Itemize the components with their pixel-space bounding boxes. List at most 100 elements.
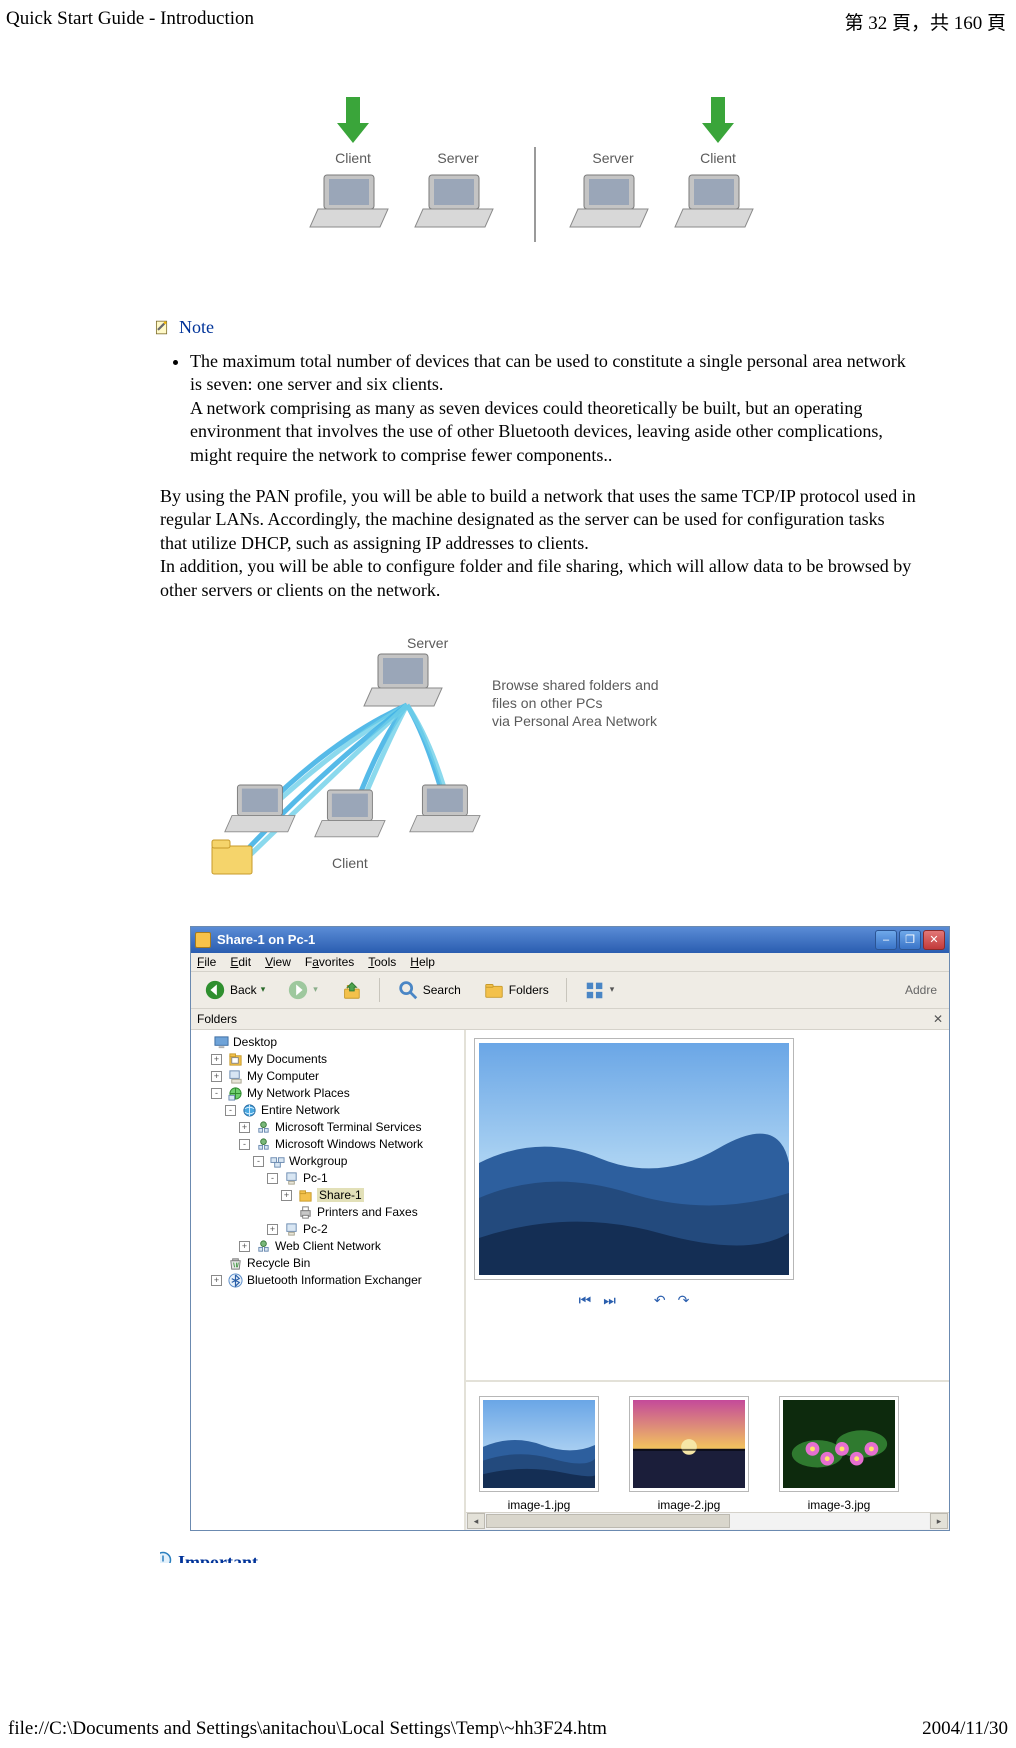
menu-edit[interactable]: Edit xyxy=(230,955,251,969)
tree-label[interactable]: Bluetooth Information Exchanger xyxy=(247,1273,422,1287)
tree-toggle-icon[interactable]: + xyxy=(281,1190,292,1201)
tree-item[interactable]: - Entire Network xyxy=(197,1102,460,1119)
preview-rotate-cw-icon[interactable]: ↷ xyxy=(678,1292,690,1309)
forward-dropdown-icon[interactable]: ▾ xyxy=(313,984,318,995)
explorer-titlebar[interactable]: Share-1 on Pc-1 – ❐ ✕ xyxy=(191,927,949,953)
globe-icon xyxy=(242,1103,257,1118)
up-icon xyxy=(340,979,362,1001)
tree-label[interactable]: Entire Network xyxy=(261,1103,340,1117)
tree-item[interactable]: Printers and Faxes xyxy=(197,1204,460,1221)
note-bullet-1: The maximum total number of devices that… xyxy=(190,351,906,394)
folders-button[interactable]: Folders xyxy=(476,976,556,1004)
tree-toggle-icon[interactable]: - xyxy=(253,1156,264,1167)
tree-label[interactable]: Microsoft Windows Network xyxy=(275,1137,423,1151)
important-icon xyxy=(160,1551,172,1563)
views-button[interactable]: ▾ xyxy=(577,976,622,1004)
tree-item[interactable]: - Workgroup xyxy=(197,1153,460,1170)
tree-label[interactable]: Pc-2 xyxy=(303,1222,328,1236)
tree-item[interactable]: - Pc-1 xyxy=(197,1170,460,1187)
svg-text:Client: Client xyxy=(332,855,368,871)
forward-button[interactable]: ▾ xyxy=(280,976,325,1004)
explorer-menubar[interactable]: File Edit View Favorites Tools Help xyxy=(191,953,949,972)
tree-item[interactable]: Recycle Bin xyxy=(197,1255,460,1272)
footer-date: 2004/11/30 xyxy=(922,1718,1008,1740)
thumb-frame xyxy=(779,1396,899,1492)
thumb-label: image-1.jpg xyxy=(508,1498,571,1512)
menu-file[interactable]: File xyxy=(197,955,216,969)
tree-item[interactable]: + Microsoft Terminal Services xyxy=(197,1119,460,1136)
close-button[interactable]: ✕ xyxy=(923,930,945,950)
folders-panel-title: Folders xyxy=(197,1012,237,1026)
pc-icon xyxy=(284,1222,299,1237)
folders-panel-close[interactable]: ✕ xyxy=(933,1012,943,1026)
tree-item[interactable]: + My Documents xyxy=(197,1051,460,1068)
tree-item[interactable]: + My Computer xyxy=(197,1068,460,1085)
svg-text:Browse shared folders and: Browse shared folders and xyxy=(492,677,659,693)
mydocs-icon xyxy=(228,1052,243,1067)
tree-label[interactable]: My Network Places xyxy=(247,1086,350,1100)
tree-toggle-icon[interactable]: - xyxy=(267,1173,278,1184)
back-dropdown-icon[interactable]: ▾ xyxy=(261,984,266,995)
thumbnail[interactable]: image-2.jpg xyxy=(624,1396,754,1512)
tree-label[interactable]: Web Client Network xyxy=(275,1239,381,1253)
printer-icon xyxy=(298,1205,313,1220)
svg-text:Server: Server xyxy=(407,635,449,651)
tree-item[interactable]: Desktop xyxy=(197,1034,460,1051)
mid-diagram-sidelabel xyxy=(110,864,198,890)
tree-item[interactable]: + Web Client Network xyxy=(197,1238,460,1255)
scroll-right-icon[interactable]: ▸ xyxy=(930,1513,948,1529)
tree-toggle-icon[interactable]: + xyxy=(211,1071,222,1082)
thumb-label: image-3.jpg xyxy=(808,1498,871,1512)
tree-toggle-icon[interactable]: - xyxy=(225,1105,236,1116)
tree-item[interactable]: - My Network Places xyxy=(197,1085,460,1102)
tree-label[interactable]: My Documents xyxy=(247,1052,327,1066)
thumbnail[interactable]: image-3.jpg xyxy=(774,1396,904,1512)
tree-label[interactable]: Printers and Faxes xyxy=(317,1205,418,1219)
netnode-icon xyxy=(256,1137,271,1152)
workgroup-icon xyxy=(270,1154,285,1169)
netnode-icon xyxy=(256,1239,271,1254)
tree-label[interactable]: Workgroup xyxy=(289,1154,347,1168)
maximize-button[interactable]: ❐ xyxy=(899,930,921,950)
tree-label[interactable]: Desktop xyxy=(233,1035,277,1049)
search-button[interactable]: Search xyxy=(390,976,468,1004)
tree-label[interactable]: Microsoft Terminal Services xyxy=(275,1120,421,1134)
menu-help[interactable]: Help xyxy=(410,955,435,969)
up-button[interactable] xyxy=(333,976,369,1004)
back-button[interactable]: Back ▾ xyxy=(197,976,272,1004)
toolbar-separator-2 xyxy=(566,978,567,1002)
tree-toggle-icon[interactable]: + xyxy=(239,1122,250,1133)
menu-view[interactable]: View xyxy=(265,955,291,969)
scroll-left-icon[interactable]: ◂ xyxy=(467,1513,485,1529)
tree-toggle-icon[interactable]: + xyxy=(267,1224,278,1235)
scroll-thumb[interactable] xyxy=(486,1514,730,1528)
tree-item[interactable]: - Microsoft Windows Network xyxy=(197,1136,460,1153)
thumbnail[interactable]: image-1.jpg xyxy=(474,1396,604,1512)
pc-icon xyxy=(284,1171,299,1186)
horizontal-scrollbar[interactable]: ◂ ▸ xyxy=(466,1512,949,1530)
tree-toggle-icon[interactable]: + xyxy=(211,1275,222,1286)
tree-toggle-icon[interactable]: + xyxy=(239,1241,250,1252)
minimize-button[interactable]: – xyxy=(875,930,897,950)
menu-tools[interactable]: Tools xyxy=(368,955,396,969)
menu-favorites[interactable]: Favorites xyxy=(305,955,354,969)
tree-toggle-icon[interactable]: - xyxy=(211,1088,222,1099)
explorer-toolbar[interactable]: Back ▾ ▾ Search Folders xyxy=(191,972,949,1009)
tree-label[interactable]: Pc-1 xyxy=(303,1171,328,1185)
tree-item[interactable]: + Bluetooth Information Exchanger xyxy=(197,1272,460,1289)
preview-rotate-ccw-icon[interactable]: ↶ xyxy=(654,1292,666,1309)
tree-toggle-icon[interactable]: + xyxy=(211,1054,222,1065)
important-label: Important xyxy=(178,1552,258,1563)
tree-toggle-icon[interactable]: - xyxy=(239,1139,250,1150)
tree-label[interactable]: My Computer xyxy=(247,1069,319,1083)
tree-item[interactable]: + Pc-2 xyxy=(197,1221,460,1238)
client-server-diagram: ClientServerServerClient xyxy=(160,97,916,277)
tree-label[interactable]: Recycle Bin xyxy=(247,1256,310,1270)
tree-label[interactable]: Share-1 xyxy=(317,1188,364,1202)
views-dropdown-icon[interactable]: ▾ xyxy=(610,984,615,995)
explorer-window: Share-1 on Pc-1 – ❐ ✕ File Edit View Favori… xyxy=(190,926,950,1531)
tree-item[interactable]: + Share-1 xyxy=(197,1187,460,1204)
folders-tree-panel[interactable]: Desktop+My Documents+My Computer-My Netw… xyxy=(191,1030,466,1530)
preview-prev-icon[interactable]: ⏮ xyxy=(579,1292,592,1309)
preview-next-icon[interactable]: ⏭ xyxy=(603,1292,616,1309)
